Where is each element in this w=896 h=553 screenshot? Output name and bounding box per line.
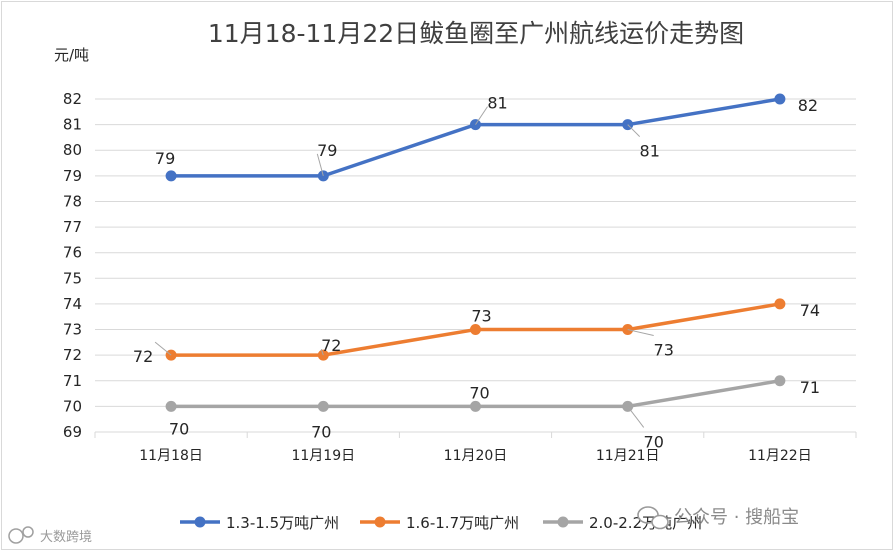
legend-item-1: 1.3-1.5万吨广州 [180, 514, 339, 532]
data-label: 82 [798, 96, 818, 115]
x-tick-label: 11月22日 [748, 448, 812, 464]
series-3: 70 70 70 70 71 [165, 375, 820, 451]
label-leader-line [316, 153, 324, 176]
wechat-icon [637, 506, 669, 530]
data-label: 72 [321, 336, 341, 355]
y-tick-label: 80 [63, 141, 82, 159]
data-label: 81 [640, 142, 660, 161]
data-label: 72 [133, 347, 153, 366]
data-label: 73 [471, 307, 491, 326]
x-tick-label: 11月21日 [596, 448, 660, 464]
data-label: 79 [317, 141, 337, 160]
data-label: 70 [169, 419, 189, 438]
label-leader-line [154, 341, 172, 356]
y-tick-label: 72 [63, 346, 82, 364]
x-tick-label: 11月18日 [139, 448, 203, 464]
y-tick-label: 74 [63, 295, 82, 313]
x-axis-ticks: 11月18日 11月19日 11月20日 11月21日 11月22日 [139, 448, 811, 464]
watermark: 公众号 · 搜船宝 大数跨境 [8, 506, 799, 545]
y-tick-label: 70 [63, 397, 82, 415]
legend-label: 1.3-1.5万吨广州 [226, 514, 339, 532]
legend-marker [374, 516, 386, 528]
series-group: 79 79 81 81 82 72 72 73 73 74 70 70 70 70 71 [133, 93, 820, 451]
y-tick-label: 78 [63, 192, 82, 210]
y-tick-label: 75 [63, 269, 82, 287]
y-tick-label: 73 [63, 321, 82, 339]
legend-item-2: 1.6-1.7万吨广州 [360, 514, 519, 532]
chart-title: 11月18-11月22日鲅鱼圈至广州航线运价走势图 [208, 19, 744, 48]
data-label: 79 [155, 149, 175, 168]
y-tick-label: 82 [63, 90, 82, 108]
data-point [165, 170, 177, 182]
legend-label: 1.6-1.7万吨广州 [406, 514, 519, 532]
data-point [774, 298, 786, 310]
data-point [317, 400, 329, 412]
legend-marker [557, 516, 569, 528]
label-leader-line [627, 406, 645, 428]
label-leader-line [627, 329, 654, 337]
data-label: 81 [487, 94, 507, 113]
data-label: 71 [800, 378, 820, 397]
series-line [171, 97, 781, 178]
data-point [165, 400, 177, 412]
y-tick-label: 77 [63, 218, 82, 236]
data-point [470, 400, 481, 412]
data-point [774, 375, 786, 387]
label-leader-line [475, 106, 488, 125]
series-2: 72 72 73 73 74 [133, 298, 820, 366]
y-tick-label: 79 [63, 167, 82, 185]
data-label: 70 [469, 383, 489, 402]
brand-logo-icon [8, 526, 34, 544]
y-axis-ticks: 69 70 71 72 73 74 75 76 77 78 79 80 81 82 [63, 90, 82, 441]
data-label: 70 [644, 432, 664, 451]
series-1: 79 79 81 81 82 [155, 93, 818, 182]
x-tick-label: 11月19日 [291, 448, 355, 464]
legend-marker [194, 516, 206, 528]
legend: 1.3-1.5万吨广州 1.6-1.7万吨广州 2.0-2.2万吨广州 [180, 514, 702, 532]
y-tick-label: 76 [63, 244, 82, 262]
y-axis-unit-label: 元/吨 [54, 46, 89, 64]
data-label: 73 [654, 341, 674, 360]
label-leader-line [627, 124, 641, 137]
y-tick-label: 71 [63, 372, 82, 390]
wechat-watermark-text: 公众号 · 搜船宝 [674, 507, 799, 528]
corner-watermark-text: 大数跨境 [40, 530, 92, 545]
y-tick-label: 81 [63, 116, 82, 134]
data-label: 70 [311, 422, 331, 441]
data-label: 74 [800, 301, 820, 320]
y-tick-label: 69 [63, 423, 82, 441]
data-point [774, 93, 786, 105]
x-tick-label: 11月20日 [444, 448, 508, 464]
data-point [470, 324, 481, 336]
label-leader-line [320, 348, 324, 356]
